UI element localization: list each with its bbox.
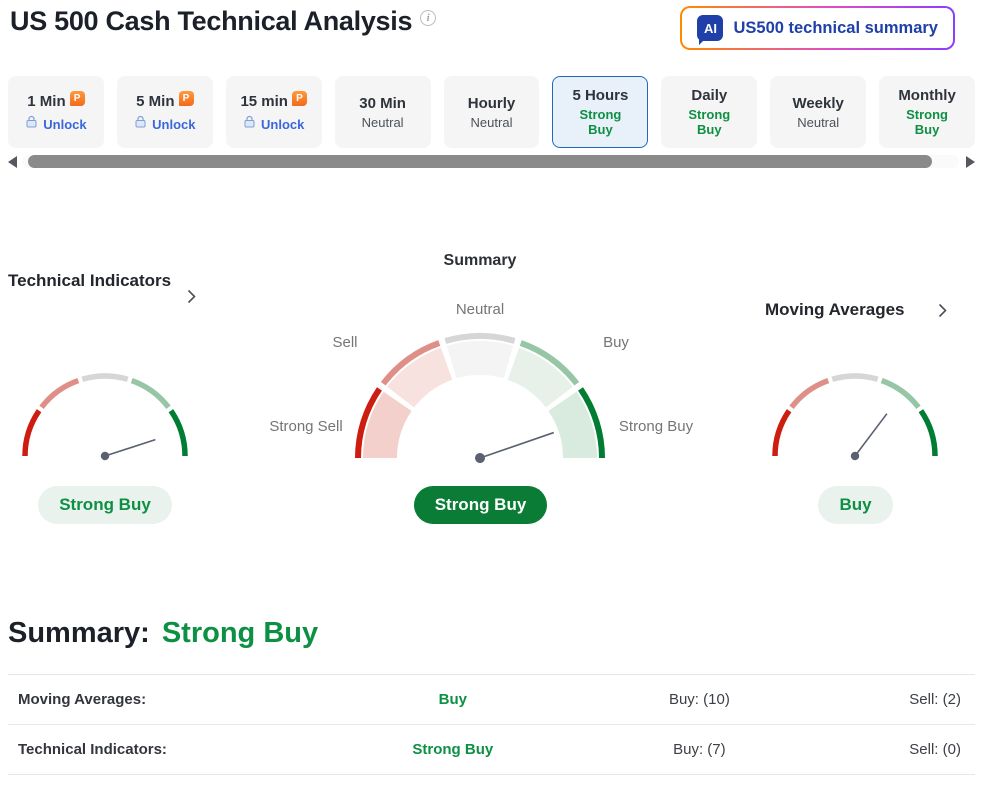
technical-indicators-title: Technical Indicators xyxy=(8,271,172,290)
table-row-moving-averages: Moving Averages: Buy Buy: (10) Sell: (2) xyxy=(8,674,975,724)
info-icon[interactable]: i xyxy=(420,10,437,26)
summary-verdict-badge: Strong Buy xyxy=(414,486,547,524)
tab-5min[interactable]: 5 Min P Unlock xyxy=(116,76,213,148)
tab-weekly[interactable]: Weekly Neutral xyxy=(770,76,867,148)
table-row-technical-indicators: Technical Indicators: Strong Buy Buy: (7… xyxy=(8,724,975,774)
tab-signal: Strong Buy xyxy=(906,107,948,137)
tab-label: Monthly xyxy=(898,87,956,104)
technical-indicators-verdict-badge: Strong Buy xyxy=(38,486,172,524)
timeframe-tabs: 1 Min P Unlock 5 Min P Unlock 15 min P U… xyxy=(0,76,983,148)
scrollbar-thumb[interactable] xyxy=(28,155,933,168)
tab-daily[interactable]: Daily Strong Buy xyxy=(661,76,758,148)
scale-label-neutral: Neutral xyxy=(455,301,505,318)
tab-label: 5 Hours xyxy=(572,87,629,104)
scroll-left-arrow-icon[interactable] xyxy=(8,156,17,168)
chevron-right-icon xyxy=(187,289,196,304)
tab-5hours[interactable]: 5 Hours Strong Buy xyxy=(552,76,649,148)
unlock-link[interactable]: Unlock xyxy=(25,115,87,133)
tab-label: 5 Min xyxy=(136,93,175,110)
gauges-section: Technical Indicators Summary Moving Aver… xyxy=(0,247,983,547)
tab-signal: Neutral xyxy=(470,114,513,130)
ai-summary-button[interactable]: AI US500 technical summary xyxy=(680,6,955,50)
summary-gauge xyxy=(355,333,605,463)
row-sell-count: Sell: (2) xyxy=(909,691,961,708)
tab-label: Daily xyxy=(691,87,728,104)
tab-1min[interactable]: 1 Min P Unlock xyxy=(8,76,104,148)
moving-averages-link[interactable]: Moving Averages xyxy=(765,300,947,320)
chevron-right-icon xyxy=(938,303,947,318)
tab-label: 30 Min xyxy=(359,94,406,112)
investing-pro-icon: P xyxy=(291,91,307,106)
unlock-label: Unlock xyxy=(261,116,305,132)
ai-button-label: US500 technical summary xyxy=(733,18,938,37)
row-label: Technical Indicators: xyxy=(18,741,167,758)
tab-label: Hourly xyxy=(467,94,516,112)
scale-label-strong-sell: Strong Sell xyxy=(269,418,343,435)
tab-signal: Neutral xyxy=(797,114,840,130)
summary-heading: Summary: Strong Buy xyxy=(8,617,975,650)
unlock-link[interactable]: Unlock xyxy=(134,115,196,133)
gauge-needle xyxy=(850,413,888,461)
scale-label-strong-buy: Strong Buy xyxy=(618,418,694,435)
tab-label: Weekly xyxy=(792,94,844,112)
table-bottom-divider xyxy=(8,774,975,775)
tab-label: 1 Min xyxy=(27,93,66,110)
row-buy-count: Buy: (10) xyxy=(668,691,730,708)
row-signal: Buy xyxy=(438,691,467,708)
investing-pro-icon: P xyxy=(69,91,85,106)
tab-monthly[interactable]: Monthly Strong Buy xyxy=(879,76,976,148)
scale-label-sell: Sell xyxy=(332,334,358,351)
moving-averages-verdict-badge: Buy xyxy=(818,486,893,524)
tab-signal: Strong Buy xyxy=(688,107,731,137)
lock-icon xyxy=(25,115,38,133)
unlock-label: Unlock xyxy=(43,116,87,132)
tab-signal: Neutral xyxy=(361,114,404,130)
row-sell-count: Sell: (0) xyxy=(909,741,961,758)
moving-averages-title: Moving Averages xyxy=(765,300,905,319)
ai-icon: AI xyxy=(697,15,724,45)
gauge-needle xyxy=(475,431,555,463)
unlock-link[interactable]: Unlock xyxy=(243,115,304,133)
tab-30min[interactable]: 30 Min Neutral xyxy=(334,76,431,148)
summary-heading-verdict: Strong Buy xyxy=(161,617,319,649)
tab-label: 15 min xyxy=(240,93,288,110)
unlock-label: Unlock xyxy=(152,116,196,132)
row-label: Moving Averages: xyxy=(18,691,147,708)
summary-gauge-title: Summary xyxy=(443,252,517,269)
scrollbar-track[interactable] xyxy=(22,155,959,168)
technical-indicators-link[interactable]: Technical Indicators xyxy=(8,261,196,304)
tabs-scrollbar xyxy=(8,155,975,169)
tab-signal: Strong Buy xyxy=(579,107,622,137)
header: US 500 Cash Technical Analysis i AI US50… xyxy=(0,0,983,50)
gauge-needle xyxy=(100,438,156,461)
row-buy-count: Buy: (7) xyxy=(673,741,726,758)
moving-averages-gauge xyxy=(772,373,938,461)
technical-indicators-gauge xyxy=(22,373,188,461)
scale-label-buy: Buy xyxy=(603,334,629,351)
lock-icon xyxy=(134,115,147,133)
lock-icon xyxy=(243,115,256,133)
investing-pro-icon: P xyxy=(178,91,194,106)
tab-15min[interactable]: 15 min P Unlock xyxy=(225,76,322,148)
tab-hourly[interactable]: Hourly Neutral xyxy=(443,76,540,148)
summary-table: Moving Averages: Buy Buy: (10) Sell: (2)… xyxy=(8,674,975,775)
page-title: US 500 Cash Technical Analysis xyxy=(10,6,413,36)
scroll-right-arrow-icon[interactable] xyxy=(966,156,975,168)
row-signal: Strong Buy xyxy=(412,741,494,758)
summary-heading-label: Summary: xyxy=(8,617,150,649)
